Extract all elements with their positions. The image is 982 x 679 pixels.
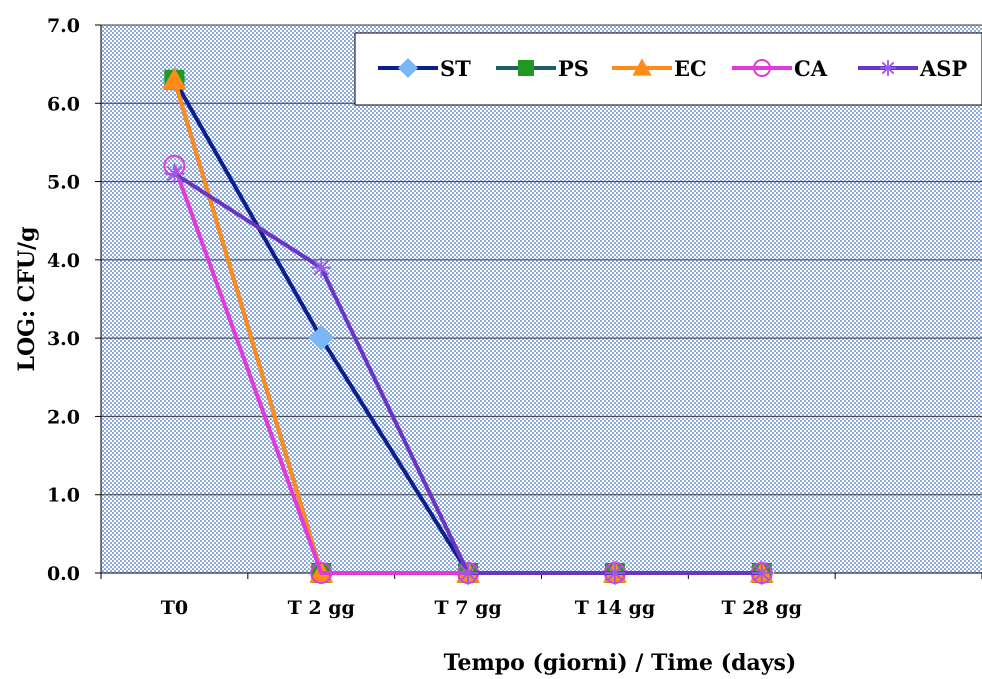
y-tick-labels: 0.0 1.0 2.0 3.0 4.0 5.0 6.0 7.0 [47, 15, 80, 585]
legend: ST PS EC CA ASP [354, 32, 982, 106]
y-tick-label: 1.0 [47, 485, 80, 507]
legend-label-ps: PS [558, 56, 589, 81]
y-tick-label: 4.0 [47, 250, 80, 272]
x-tick-label: T 2 gg [288, 597, 355, 619]
legend-marker-asp [880, 60, 896, 76]
legend-label-ca: CA [794, 56, 828, 81]
y-tick-label: 6.0 [47, 93, 80, 115]
x-tick-label: T0 [161, 597, 188, 619]
legend-item-asp: ASP [858, 56, 967, 81]
x-tick-label: T 28 gg [722, 597, 802, 619]
legend-marker-ec [632, 58, 652, 76]
y-tick-label: 7.0 [47, 15, 80, 37]
data-point-asp [604, 563, 625, 583]
legend-item-ps: PS [496, 56, 589, 81]
y-tick-label: 5.0 [47, 172, 80, 194]
y-axis-title: LOG: CFU/g [14, 227, 40, 372]
series-layer [161, 67, 775, 586]
series-asp [164, 163, 772, 583]
x-tick-labels: T0 T 2 gg T 7 gg T 14 gg T 28 gg [161, 597, 802, 619]
data-point-ca [310, 562, 333, 584]
y-tick-label: 3.0 [47, 328, 80, 350]
legend-item-st: ST [378, 56, 471, 81]
data-point-ec [162, 67, 187, 90]
legend-label-asp: ASP [919, 56, 967, 81]
plot-area [101, 25, 982, 573]
data-point-asp [751, 563, 772, 583]
legend-item-ca: CA [732, 56, 828, 81]
data-point-asp [458, 563, 479, 583]
y-tick-label: 0.0 [47, 563, 80, 585]
legend-marker-st [398, 58, 418, 78]
x-tick-label: T 7 gg [434, 597, 501, 619]
data-point-st [308, 325, 334, 351]
x-tick-label: T 14 gg [575, 597, 655, 619]
legend-item-ec: EC [612, 56, 707, 81]
legend-label-ec: EC [674, 56, 707, 81]
y-tick-label: 2.0 [47, 406, 80, 428]
data-point-asp [164, 163, 185, 184]
x-axis-title: Tempo (giorni) / Time (days) [444, 650, 797, 676]
data-point-asp [311, 257, 332, 278]
legend-marker-ps [518, 60, 534, 76]
legend-marker-ca [753, 59, 771, 77]
legend-label-st: ST [440, 56, 471, 81]
